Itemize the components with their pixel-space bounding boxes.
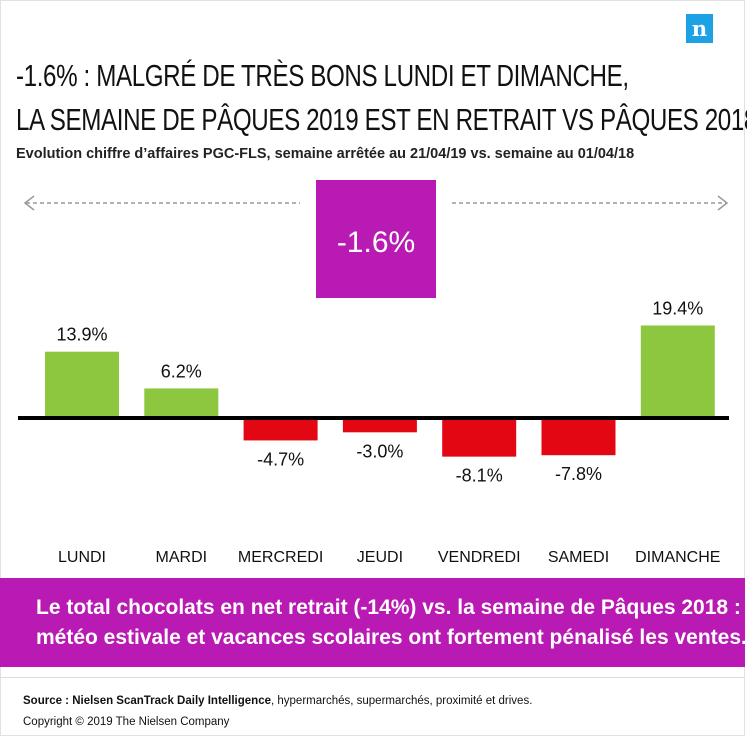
source-label: Source : Nielsen ScanTrack Daily Intelli… [23,695,271,707]
bar-mardi [144,388,219,418]
conclusion-line-2: météo estivale et vacances scolaires ont… [36,625,747,649]
conclusion-banner: Le total chocolats en net retrait (-14%)… [0,578,747,667]
value-label-mardi: 6.2% [161,361,202,381]
title-line-1: -1.6% : MALGRÉ DE TRÈS BONS LUNDI ET DIM… [16,58,629,93]
bar-samedi [541,418,616,456]
value-label-lundi: 13.9% [56,325,107,345]
value-label-dimanche: 19.4% [652,298,703,318]
category-label-lundi: LUNDI [58,549,106,566]
chart-subtitle: Evolution chiffre d’affaires PGC-FLS, se… [16,146,635,162]
category-label-jeudi: JEUDI [357,549,403,566]
bar-dimanche [640,325,715,418]
bar-lundi [45,351,119,418]
category-label-samedi: SAMEDI [548,549,609,566]
left-arrow-head [23,195,35,211]
category-label-dimanche: DIMANCHE [635,549,720,566]
value-label-vendredi: -8.1% [456,466,503,486]
total-value-label: -1.6% [337,226,415,259]
bar-mercredi [243,418,318,441]
total-box [316,180,436,298]
bar-chart: -1.6% 13.9% LUNDI 6.2% MARDI -4.7% MERCREDI -3.… [18,180,729,566]
conclusion-line-1: Le total chocolats en net retrait (-14%)… [36,595,741,619]
title-line-2: LA SEMAINE DE PÂQUES 2019 EST EN RETRAIT… [16,102,747,137]
footnote: Source : Nielsen ScanTrack Daily Intelli… [0,677,745,736]
category-label-mardi: MARDI [156,549,208,566]
category-label-vendredi: VENDREDI [438,549,521,566]
value-label-mercredi: -4.7% [257,449,304,469]
source-note: Source : Nielsen ScanTrack Daily Intelli… [23,695,532,707]
zero-axis-line [18,416,729,420]
value-label-samedi: -7.8% [555,464,602,484]
value-label-jeudi: -3.0% [356,441,403,461]
bar-vendredi [442,418,517,457]
nielsen-logo: n [686,14,713,43]
chart-title: -1.6% : MALGRÉ DE TRÈS BONS LUNDI ET DIM… [16,54,747,142]
right-arrow-head [717,195,729,211]
category-label-mercredi: MERCREDI [238,549,323,566]
bar-jeudi [342,418,417,433]
source-rest: , hypermarchés, supermarchés, proximité … [271,695,533,707]
copyright-note: Copyright © 2019 The Nielsen Company [23,716,230,728]
